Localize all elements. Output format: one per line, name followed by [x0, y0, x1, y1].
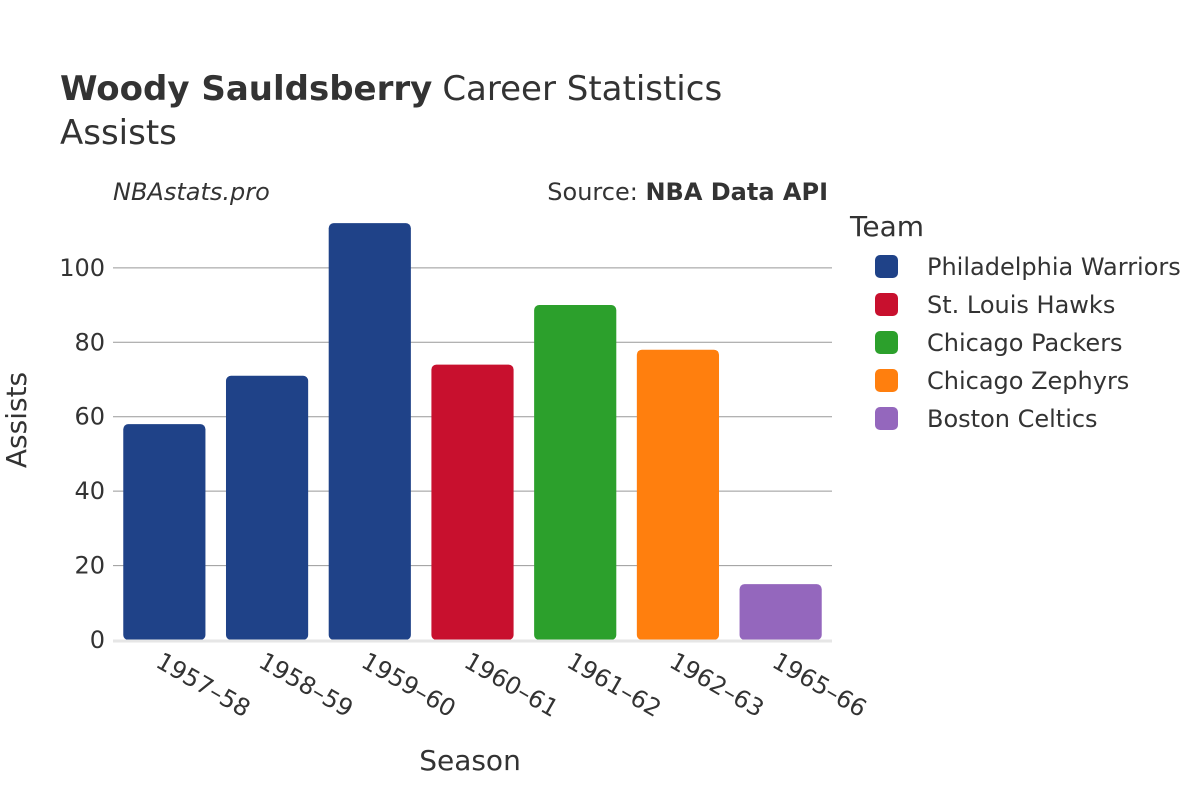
legend-swatch[interactable] [875, 369, 898, 392]
legend-title: Team [849, 210, 924, 243]
chart-title-bold: Woody Sauldsberry [60, 69, 432, 109]
x-tick-label: 1962–63 [665, 647, 769, 723]
y-tick-labels: 0 20 40 60 80 100 [59, 254, 105, 654]
chart-title-rest: Career Statistics [442, 69, 722, 109]
x-tick-label: 1961–62 [562, 647, 666, 723]
y-tick-label: 0 [90, 626, 105, 654]
y-axis-title: Assists [0, 372, 33, 468]
legend-item-label[interactable]: Chicago Zephyrs [927, 367, 1129, 395]
legend-item-label[interactable]: St. Louis Hawks [927, 291, 1115, 319]
legend: Philadelphia Warriors St. Louis Hawks Chic… [875, 253, 1181, 433]
legend-swatch[interactable] [875, 407, 898, 430]
y-tick-label: 60 [74, 403, 105, 431]
legend-swatch[interactable] [875, 293, 898, 316]
x-axis-title: Season [419, 744, 521, 777]
x-tick-label: 1957–58 [151, 647, 255, 723]
y-tick-label: 40 [74, 477, 105, 505]
legend-item-label[interactable]: Boston Celtics [927, 405, 1098, 433]
legend-swatch[interactable] [875, 255, 898, 278]
x-tick-labels: 1957–581958–591959–601960–611961–621962–… [151, 647, 871, 723]
legend-item-label[interactable]: Philadelphia Warriors [927, 253, 1181, 281]
bar-1961–62[interactable] [534, 305, 617, 640]
x-tick-label: 1959–60 [357, 647, 461, 723]
legend-swatch[interactable] [875, 331, 898, 354]
bar-1959–60[interactable] [328, 223, 411, 640]
source-name: NBA Data API [645, 178, 828, 206]
x-tick-label: 1965–66 [768, 647, 872, 723]
x-tick-label: 1958–59 [254, 647, 358, 723]
y-tick-label: 100 [59, 254, 105, 282]
chart-subtitle: Assists [60, 113, 177, 153]
bar-1965–66[interactable] [739, 584, 822, 640]
source-prefix: Source: [547, 178, 645, 206]
x-tick-label: 1960–61 [460, 647, 564, 723]
bar-1958–59[interactable] [225, 375, 309, 640]
bar-1960–61[interactable] [431, 364, 514, 640]
y-tick-label: 20 [74, 552, 105, 580]
chart-title: Woody Sauldsberry Career Statistics [60, 69, 722, 109]
y-tick-label: 80 [74, 328, 105, 356]
bar-1957–58[interactable] [123, 424, 206, 640]
source-label: Source: NBA Data API [547, 178, 828, 206]
bar-1962–63[interactable] [636, 349, 720, 640]
watermark: NBAstats.pro [113, 178, 270, 206]
legend-item-label[interactable]: Chicago Packers [927, 329, 1123, 357]
bars [123, 223, 822, 640]
